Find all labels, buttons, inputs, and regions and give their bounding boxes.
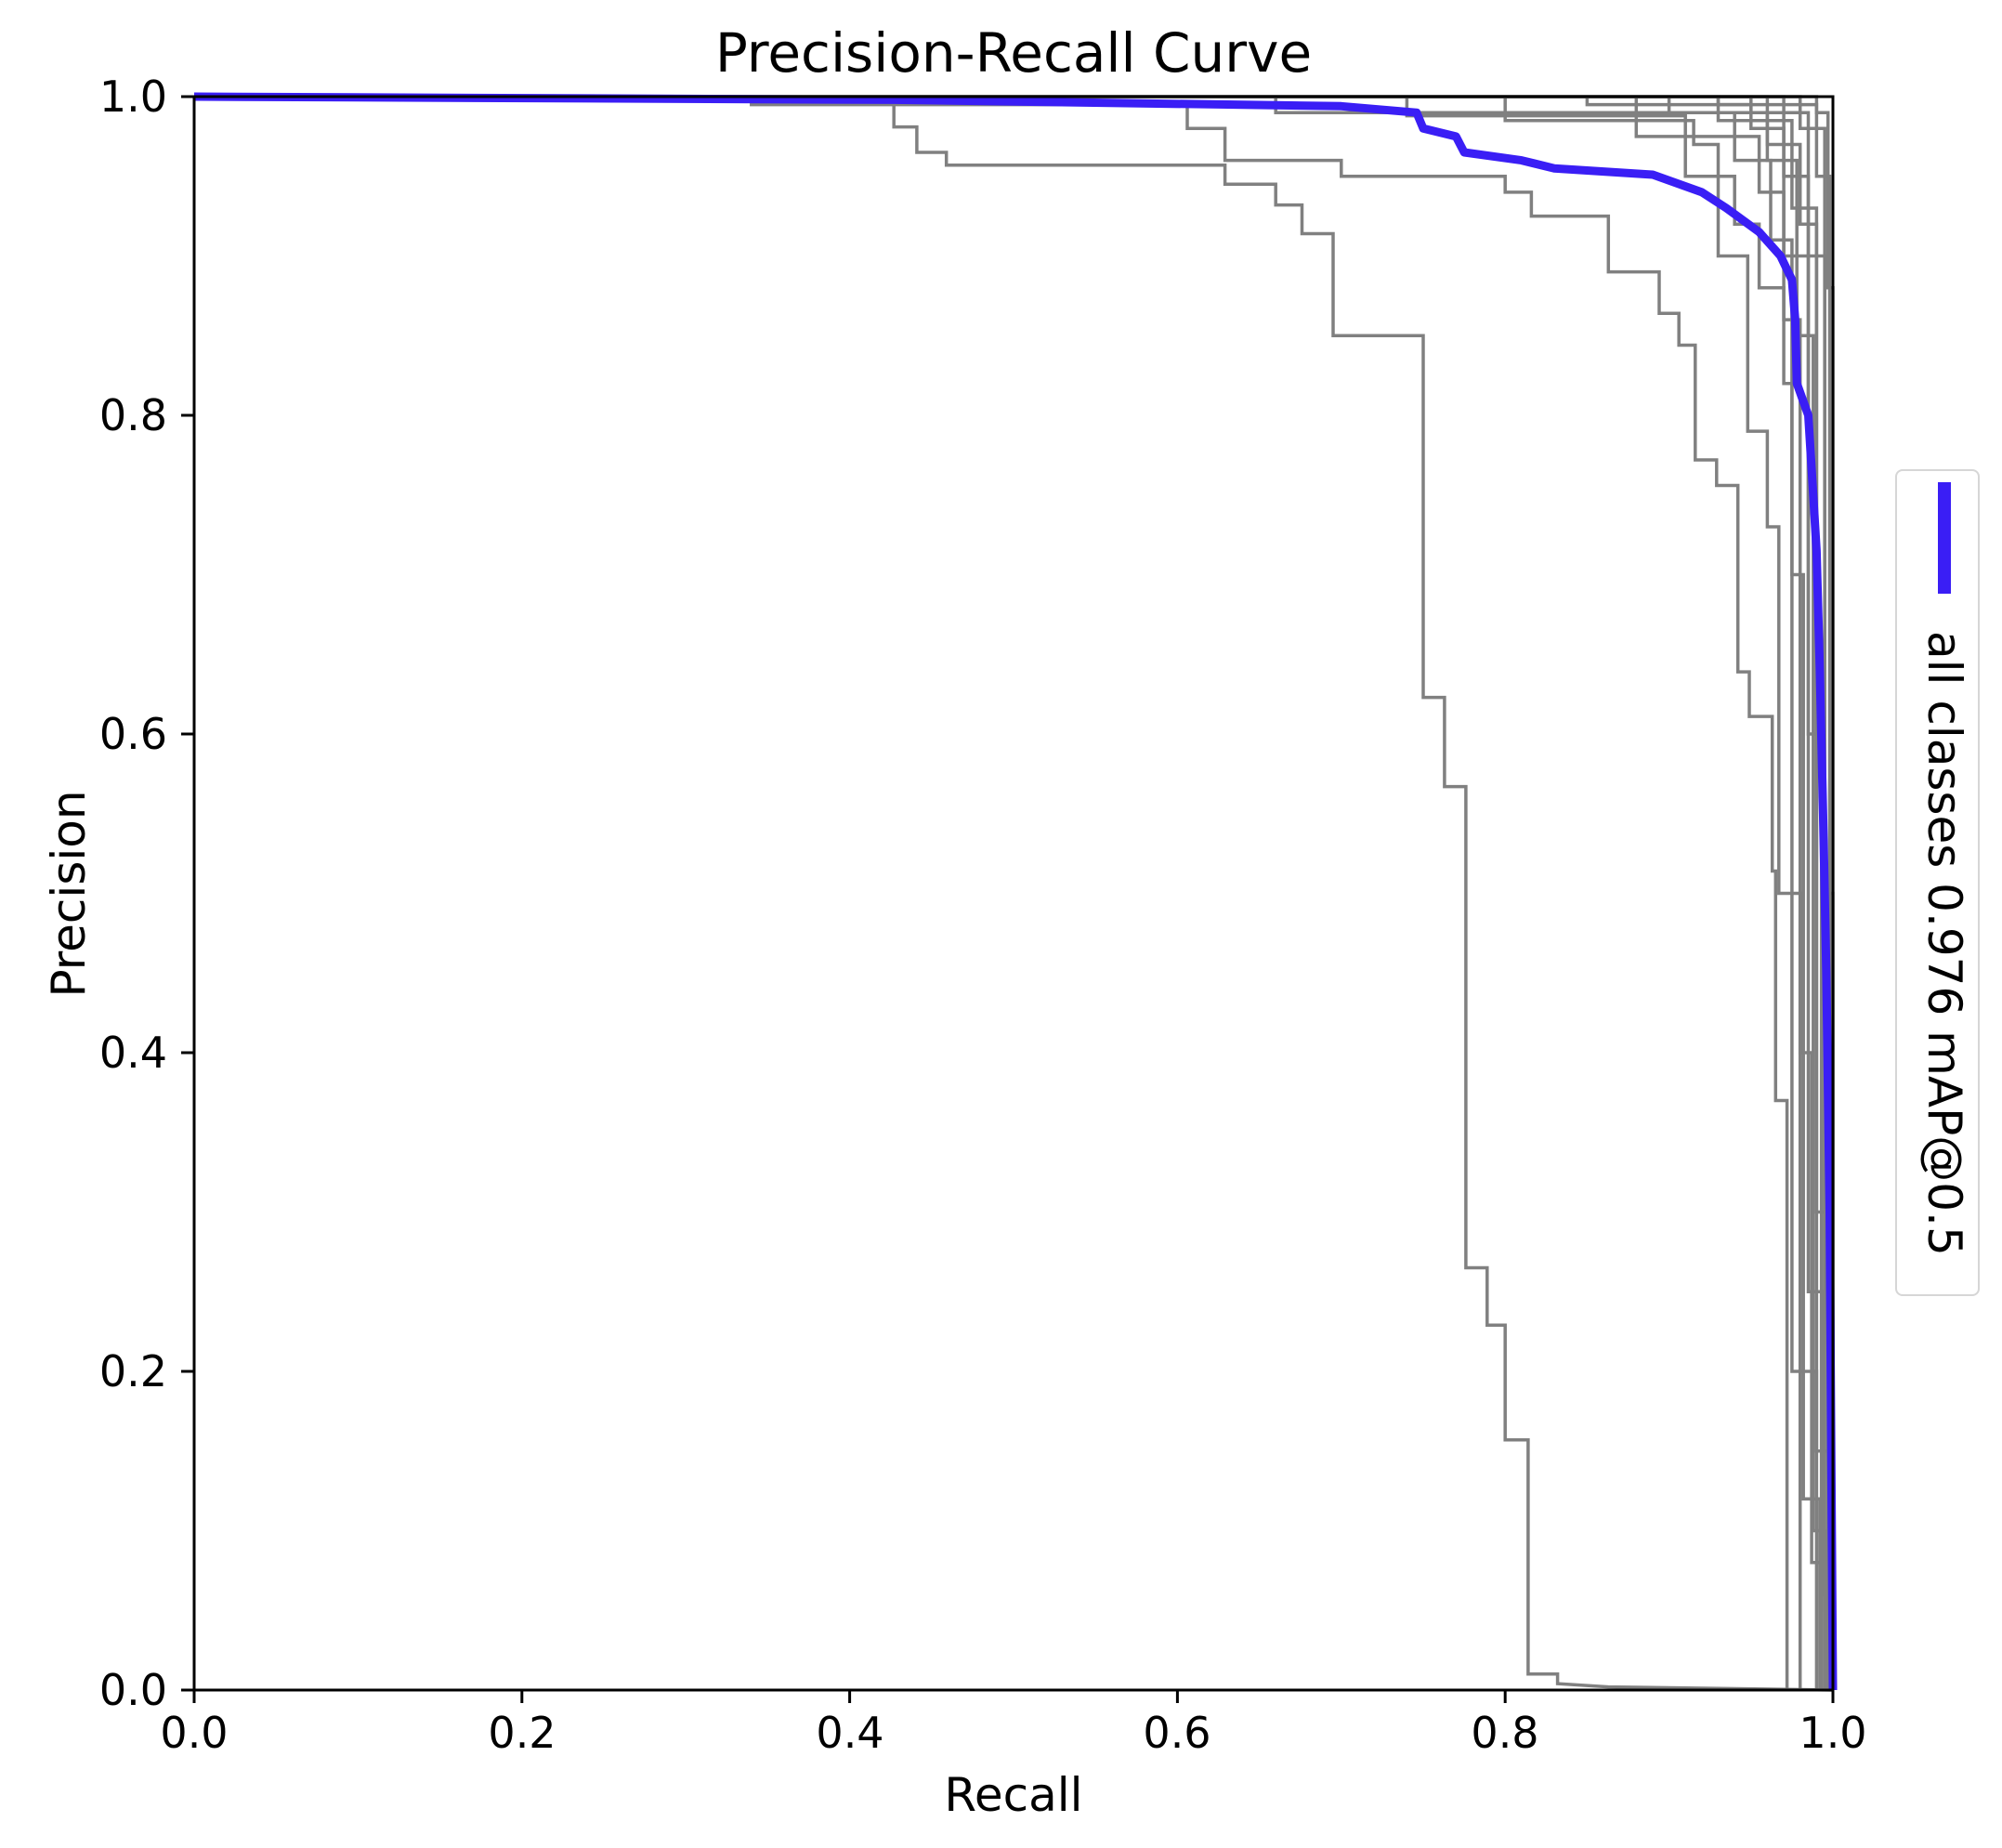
legend: all classes 0.976 mAP@0.5	[1895, 469, 1980, 1296]
xtick-label: 0.0	[160, 1708, 229, 1758]
class-curve	[194, 95, 1828, 1690]
class-curve	[194, 95, 1832, 1690]
class-curves	[194, 95, 1835, 1692]
class-curve	[194, 95, 1802, 1690]
class-curve	[194, 95, 1830, 1690]
legend-label: all classes 0.976 mAP@0.5	[1917, 631, 1971, 1256]
ytick-label: 0.6	[98, 709, 167, 759]
class-curve	[194, 95, 1835, 1690]
class-curve	[194, 95, 1834, 1692]
class-curve	[194, 95, 1832, 1690]
xtick-label: 0.4	[816, 1708, 884, 1758]
class-curve	[194, 95, 1819, 1690]
x-axis-label: Recall	[944, 1768, 1083, 1822]
y-axis-label: Precision	[42, 790, 96, 998]
ytick-label: 0.2	[98, 1346, 167, 1396]
xtick-label: 0.6	[1143, 1708, 1211, 1758]
class-curve	[194, 95, 1835, 1690]
ytick-label: 0.8	[98, 390, 167, 440]
xtick-label: 1.0	[1799, 1708, 1867, 1758]
class-curve	[194, 95, 1826, 1690]
xtick-label: 0.2	[488, 1708, 556, 1758]
all-classes-curve-line	[193, 92, 1838, 1691]
chart-title: Precision-Recall Curve	[714, 21, 1313, 85]
ytick-label: 0.0	[98, 1665, 167, 1715]
class-curve	[194, 95, 1824, 1690]
all-classes-curve	[193, 92, 1838, 1691]
xtick-label: 0.8	[1471, 1708, 1539, 1758]
class-curve	[194, 95, 1822, 1690]
class-curve	[194, 95, 1789, 1690]
ytick-label: 0.4	[98, 1028, 167, 1078]
legend-line-swatch	[1938, 482, 1951, 594]
axes-frame	[192, 95, 1835, 1692]
class-curve	[194, 95, 1835, 1690]
axis-ticks	[181, 95, 1835, 1703]
class-curve	[194, 95, 1835, 1690]
ytick-label: 1.0	[98, 72, 167, 122]
